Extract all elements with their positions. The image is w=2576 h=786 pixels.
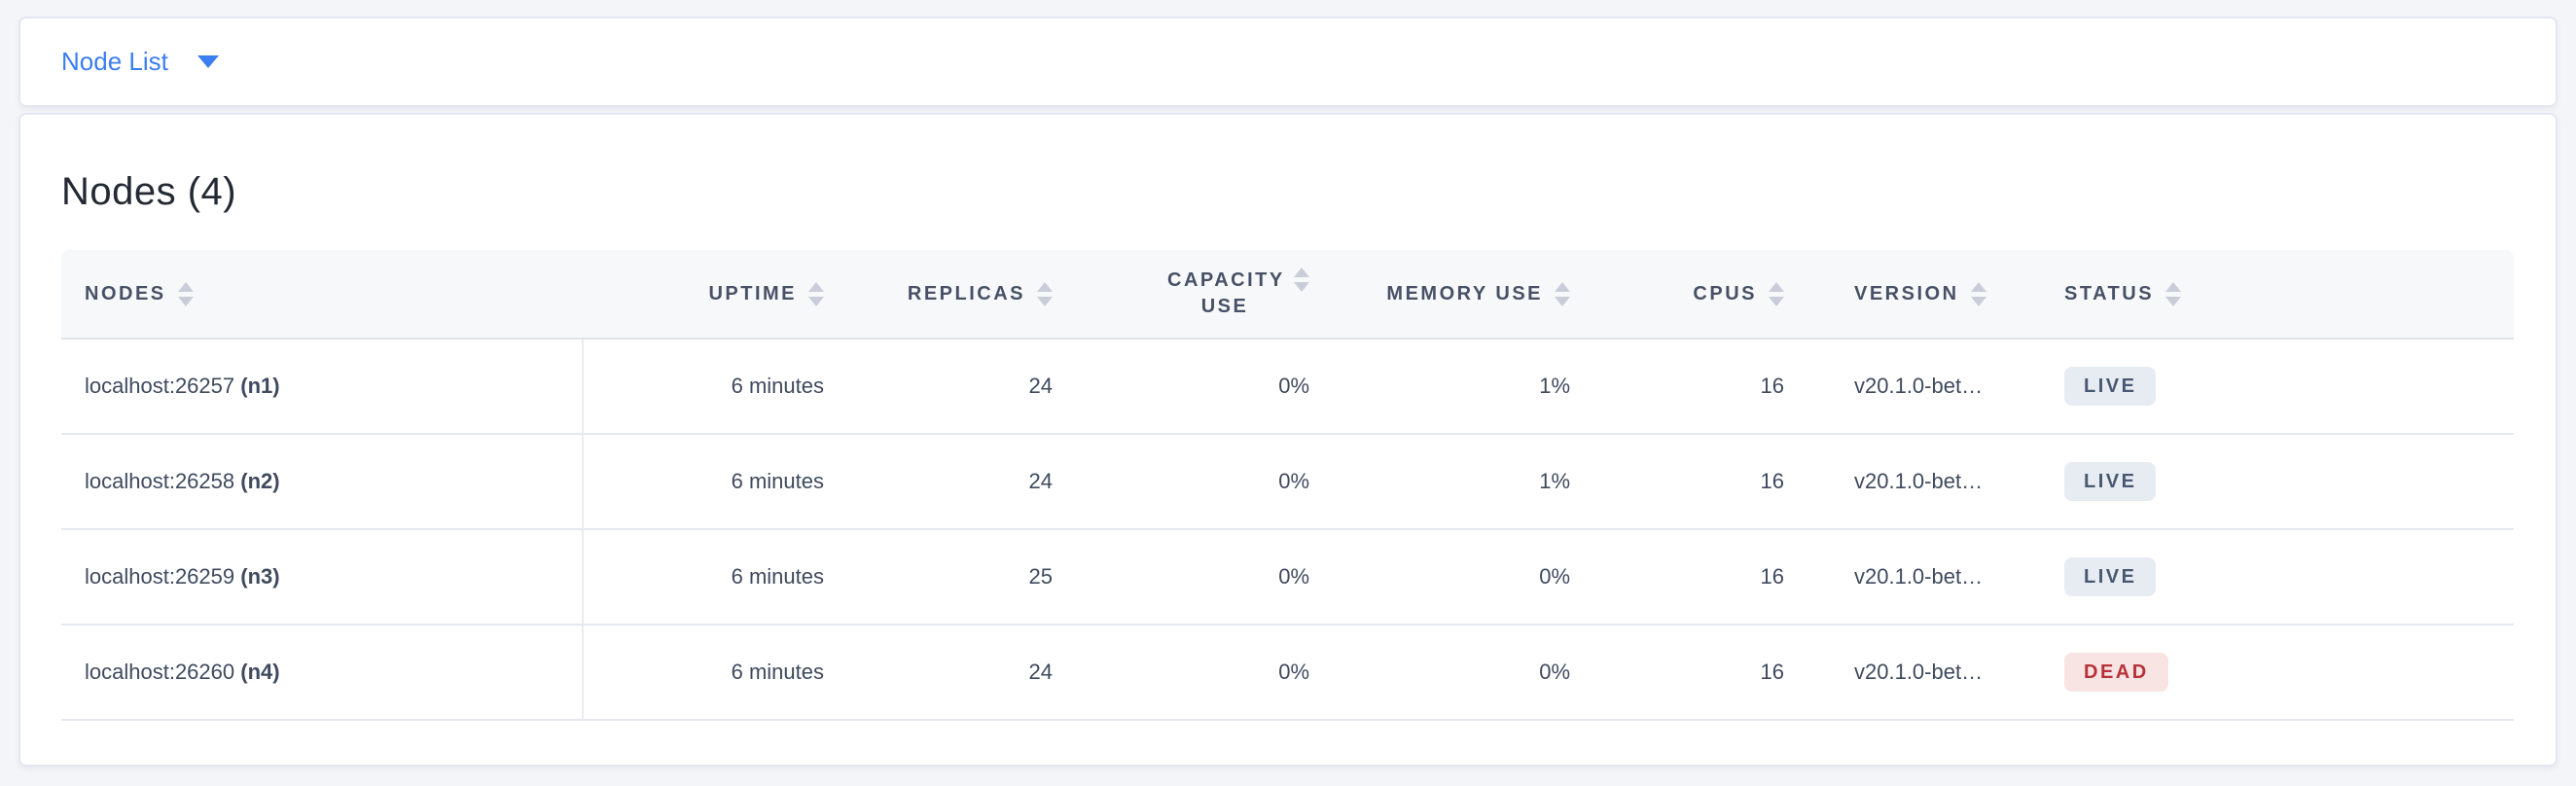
node-list-dropdown-label: Node List (61, 47, 168, 76)
column-header-cpus[interactable]: CPUS (1597, 250, 1811, 339)
capacity-use-cell: 0% (1080, 339, 1337, 435)
column-header-label: CAPACITY USE (1167, 269, 1285, 317)
column-header-label: CPUS (1693, 282, 1757, 304)
column-header-label: REPLICAS (907, 282, 1025, 304)
caret-down-icon (197, 55, 219, 68)
sort-icon (177, 281, 194, 306)
column-header-memory-use[interactable]: MEMORY USE (1337, 250, 1597, 339)
column-header-label: STATUS (2064, 282, 2155, 304)
table-row: localhost:26258 (n2) 6 minutes 24 0% 1% … (61, 435, 2514, 530)
status-cell: DEAD (2037, 625, 2514, 721)
node-address: localhost:26259 (85, 564, 235, 589)
replicas-cell: 24 (851, 625, 1080, 721)
memory-use-cell: 0% (1337, 625, 1597, 721)
column-header-label: NODES (85, 282, 166, 304)
nodes-panel: Nodes (4) NODES UPTIME (18, 113, 2558, 767)
sort-icon (1555, 281, 1570, 306)
column-header-label: MEMORY USE (1386, 282, 1543, 304)
node-id: (n1) (240, 374, 280, 398)
capacity-use-cell: 0% (1080, 625, 1337, 721)
column-header-label: UPTIME (708, 282, 797, 304)
cpus-cell: 16 (1597, 530, 1811, 625)
table-row: localhost:26257 (n1) 6 minutes 24 0% 1% … (61, 339, 2514, 435)
table-row: localhost:26259 (n3) 6 minutes 25 0% 0% … (61, 530, 2514, 625)
status-cell: LIVE (2037, 530, 2514, 625)
version-cell: v20.1.0-bet… (1811, 530, 2037, 625)
version-cell: v20.1.0-bet… (1811, 625, 2037, 721)
sort-icon (1970, 281, 1986, 306)
table-header: NODES UPTIME REPLICAS (61, 250, 2514, 339)
cpus-cell: 16 (1597, 435, 1811, 530)
column-header-replicas[interactable]: REPLICAS (851, 250, 1080, 339)
column-header-label: VERSION (1854, 282, 1959, 304)
uptime-cell: 6 minutes (584, 339, 851, 435)
uptime-cell: 6 minutes (584, 625, 851, 721)
capacity-use-cell: 0% (1080, 435, 1337, 530)
status-cell: LIVE (2037, 339, 2514, 435)
node-cell[interactable]: localhost:26258 (n2) (61, 435, 584, 530)
table-row: localhost:26260 (n4) 6 minutes 24 0% 0% … (61, 625, 2514, 721)
cpus-cell: 16 (1597, 625, 1811, 721)
node-address: localhost:26260 (85, 660, 235, 684)
node-cell[interactable]: localhost:26259 (n3) (61, 530, 584, 625)
capacity-use-cell: 0% (1080, 530, 1337, 625)
nodes-table: NODES UPTIME REPLICAS (61, 250, 2514, 721)
memory-use-cell: 0% (1337, 530, 1597, 625)
status-cell: LIVE (2037, 435, 2514, 530)
version-cell: v20.1.0-bet… (1811, 339, 2037, 435)
status-badge: LIVE (2064, 557, 2157, 596)
node-cell[interactable]: localhost:26260 (n4) (61, 625, 584, 721)
node-address: localhost:26257 (85, 374, 235, 398)
page-title: Nodes (4) (61, 170, 237, 213)
uptime-cell: 6 minutes (584, 435, 851, 530)
column-header-capacity-use[interactable]: CAPACITY USE (1080, 250, 1337, 339)
status-badge: DEAD (2064, 653, 2168, 692)
sort-icon (808, 281, 824, 306)
column-header-uptime[interactable]: UPTIME (584, 250, 851, 339)
table-body: localhost:26257 (n1) 6 minutes 24 0% 1% … (61, 339, 2514, 721)
memory-use-cell: 1% (1337, 435, 1597, 530)
sort-icon (2165, 281, 2182, 306)
node-id: (n3) (240, 564, 280, 589)
replicas-cell: 24 (851, 435, 1080, 530)
replicas-cell: 25 (851, 530, 1080, 625)
node-list-dropdown[interactable]: Node List (61, 47, 219, 77)
column-header-version[interactable]: VERSION (1811, 250, 2037, 339)
version-cell: v20.1.0-bet… (1811, 435, 2037, 530)
sort-icon (1037, 281, 1053, 306)
memory-use-cell: 1% (1337, 339, 1597, 435)
status-badge: LIVE (2064, 462, 2157, 501)
node-cell[interactable]: localhost:26257 (n1) (61, 339, 584, 435)
cpus-cell: 16 (1597, 339, 1811, 435)
replicas-cell: 24 (851, 339, 1080, 435)
column-header-status[interactable]: STATUS (2037, 250, 2514, 339)
node-id: (n2) (240, 469, 280, 493)
sort-icon (1294, 268, 1309, 292)
status-badge: LIVE (2064, 367, 2157, 406)
view-selector-bar: Node List (18, 17, 2558, 107)
node-address: localhost:26258 (85, 469, 235, 493)
sort-icon (1769, 281, 1784, 306)
uptime-cell: 6 minutes (584, 530, 851, 625)
column-header-nodes[interactable]: NODES (61, 250, 584, 339)
node-id: (n4) (240, 660, 280, 684)
